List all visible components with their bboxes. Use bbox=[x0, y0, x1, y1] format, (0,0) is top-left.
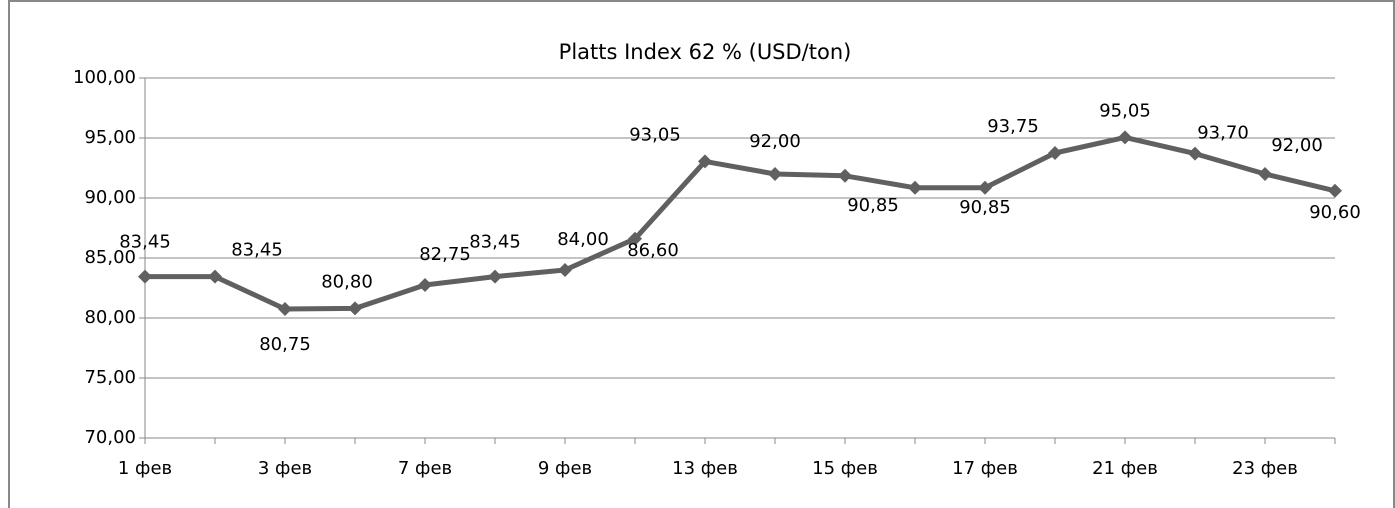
y-tick-label: 70,00 bbox=[84, 427, 136, 448]
y-tick-label: 90,00 bbox=[84, 187, 136, 208]
data-label: 90,85 bbox=[847, 195, 899, 216]
data-label: 92,00 bbox=[1271, 135, 1323, 156]
x-tick-label: 23 фев bbox=[1232, 458, 1298, 479]
data-point bbox=[418, 278, 432, 292]
x-tick-label: 9 фев bbox=[538, 458, 592, 479]
data-point bbox=[838, 168, 852, 183]
data-point bbox=[208, 269, 222, 284]
data-point bbox=[348, 301, 362, 316]
data-label: 80,80 bbox=[321, 271, 373, 292]
data-point bbox=[138, 269, 152, 284]
data-point bbox=[1118, 130, 1132, 145]
data-label: 84,00 bbox=[557, 229, 609, 250]
data-point bbox=[488, 269, 502, 284]
x-tick-label: 3 фев bbox=[258, 458, 312, 479]
data-point bbox=[628, 231, 642, 246]
data-label: 86,60 bbox=[627, 240, 679, 261]
data-point bbox=[1258, 167, 1272, 181]
data-label: 82,75 bbox=[419, 244, 471, 265]
data-point bbox=[278, 302, 292, 316]
y-tick-label: 80,00 bbox=[84, 307, 136, 328]
data-point bbox=[978, 180, 992, 195]
data-point bbox=[908, 180, 922, 195]
x-tick-label: 7 фев bbox=[398, 458, 452, 479]
data-label: 83,45 bbox=[119, 232, 171, 253]
x-tick-label: 15 фев bbox=[812, 458, 878, 479]
data-label: 80,75 bbox=[259, 334, 311, 355]
data-label: 95,05 bbox=[1099, 100, 1151, 121]
y-tick-label: 95,00 bbox=[84, 127, 136, 148]
x-tick-label: 1 фев bbox=[118, 458, 172, 479]
data-label: 90,60 bbox=[1309, 202, 1361, 223]
data-point bbox=[1328, 183, 1342, 198]
data-label: 93,70 bbox=[1197, 123, 1249, 144]
data-point bbox=[1188, 146, 1202, 161]
data-point bbox=[768, 167, 782, 181]
y-tick-label: 75,00 bbox=[84, 367, 136, 388]
y-tick-label: 100,00 bbox=[73, 67, 136, 88]
x-tick-label: 17 фев bbox=[952, 458, 1018, 479]
data-label: 83,45 bbox=[469, 232, 521, 253]
data-label: 90,85 bbox=[959, 197, 1011, 218]
chart-title: Platts Index 62 % (USD/ton) bbox=[559, 40, 852, 64]
data-label: 92,00 bbox=[749, 131, 801, 152]
data-point bbox=[1048, 146, 1062, 160]
data-point bbox=[558, 263, 572, 277]
data-point bbox=[698, 154, 712, 169]
chart-frame bbox=[8, 0, 1395, 508]
data-label: 83,45 bbox=[231, 240, 283, 261]
series-line bbox=[145, 134, 1336, 312]
x-tick-label: 21 фев bbox=[1092, 458, 1158, 479]
data-label: 93,05 bbox=[629, 124, 681, 145]
x-tick-label: 13 фев bbox=[672, 458, 738, 479]
y-tick-label: 85,00 bbox=[84, 247, 136, 268]
data-label: 93,75 bbox=[987, 116, 1039, 137]
